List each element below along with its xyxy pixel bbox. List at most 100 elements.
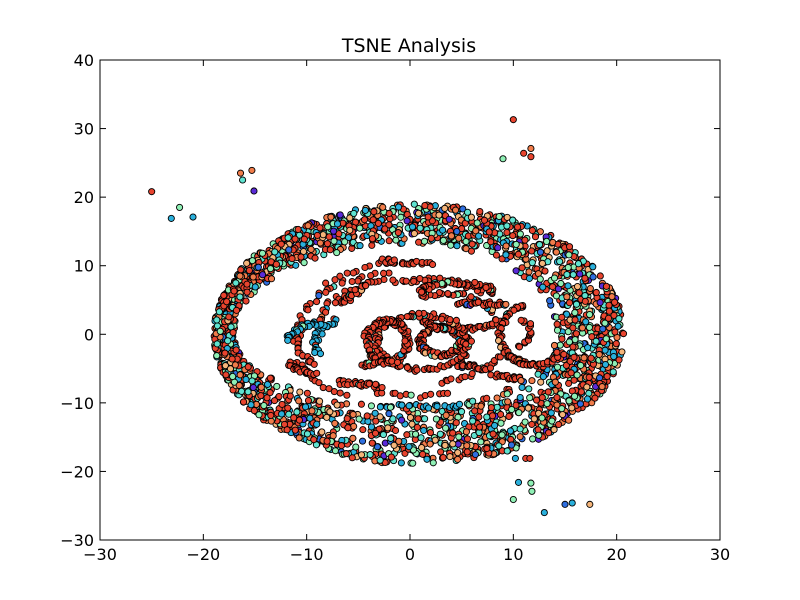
ring-point [463,442,471,450]
ring-point [213,316,221,324]
ring-point [295,397,303,405]
ring-point [232,279,240,287]
ring-point [476,207,484,216]
ring-point [512,267,520,275]
cluster-point [486,364,495,372]
ring-point [570,353,578,361]
ring-point [346,226,354,234]
ring-point [366,451,374,459]
cluster-point [403,313,411,321]
ring-point [316,224,324,232]
ring-point [304,222,312,230]
ring-point [387,434,395,442]
ring-point [598,383,606,391]
ring-point [263,394,271,402]
ring-point [313,420,321,428]
ring-point [417,434,425,442]
outlier-point [527,479,535,487]
ring-point [572,300,581,308]
ring-point [614,322,622,330]
ring-point [449,429,457,437]
ring-point [553,326,562,334]
ring-point [483,444,491,453]
ring-point [618,348,626,356]
ring-point [232,346,240,354]
ring-point [333,249,341,257]
ring-point [237,266,245,274]
ring-point [476,423,484,431]
ring-point [216,327,224,335]
cluster-point [402,277,410,285]
ring-point [469,397,477,405]
cluster-point [378,383,386,392]
ring-point [426,429,435,437]
cluster-point [343,391,351,399]
ring-point [509,232,517,240]
ring-point [552,248,560,256]
ring-point [493,403,501,411]
ring-point [453,227,461,236]
cluster-point [444,290,452,298]
cluster-point [444,389,452,397]
ring-point [558,335,566,343]
ring-point [596,298,604,307]
ring-point [266,265,275,273]
outlier-point [514,478,523,486]
outlier-point [250,187,258,195]
cluster-point [330,388,338,396]
ring-point [303,430,311,438]
ring-point [235,381,243,389]
ring-point [267,411,275,419]
cluster-point [310,360,318,368]
ring-point [236,272,244,280]
ring-point [595,350,603,359]
ring-point [313,231,321,239]
ring-point [449,440,457,448]
outlier-point [528,487,536,495]
ring-point [453,242,461,250]
ring-point [278,400,286,408]
cluster-point [343,269,351,277]
y-tick-label: −10 [60,394,94,413]
ring-point [559,410,567,419]
cluster-point [393,358,402,366]
ring-point [307,245,315,253]
y-tick-label: 20 [74,188,94,207]
ring-point [284,404,292,412]
ring-point [249,383,257,392]
cluster-point [316,350,325,358]
cluster-point [415,309,423,317]
ring-point [553,320,561,328]
ring-point [368,235,377,243]
ring-point [229,329,237,337]
ring-point [316,397,324,405]
cluster-point [322,288,330,296]
outlier-point [561,500,569,508]
ring-point [224,337,232,345]
ring-point [267,417,275,425]
ring-point [533,396,541,404]
ring-point [475,232,483,240]
cluster-point [405,402,413,410]
ring-point [410,229,418,238]
ring-point [416,224,424,232]
ring-point [589,273,597,281]
cluster-point [361,263,369,272]
ring-point [431,436,439,444]
ring-point [398,416,406,424]
ring-point [604,314,613,322]
ring-point [558,405,566,413]
ring-point [565,379,573,387]
ring-point [271,248,279,256]
ring-point [356,242,364,250]
ring-point [518,383,526,391]
outlier-point [499,155,507,163]
ring-point [489,430,497,438]
ring-point [403,217,411,225]
ring-point [526,394,534,402]
ring-point [446,453,454,461]
ring-point [575,289,583,297]
ring-point [441,204,449,212]
ring-point [529,435,537,443]
ring-point [368,439,376,447]
